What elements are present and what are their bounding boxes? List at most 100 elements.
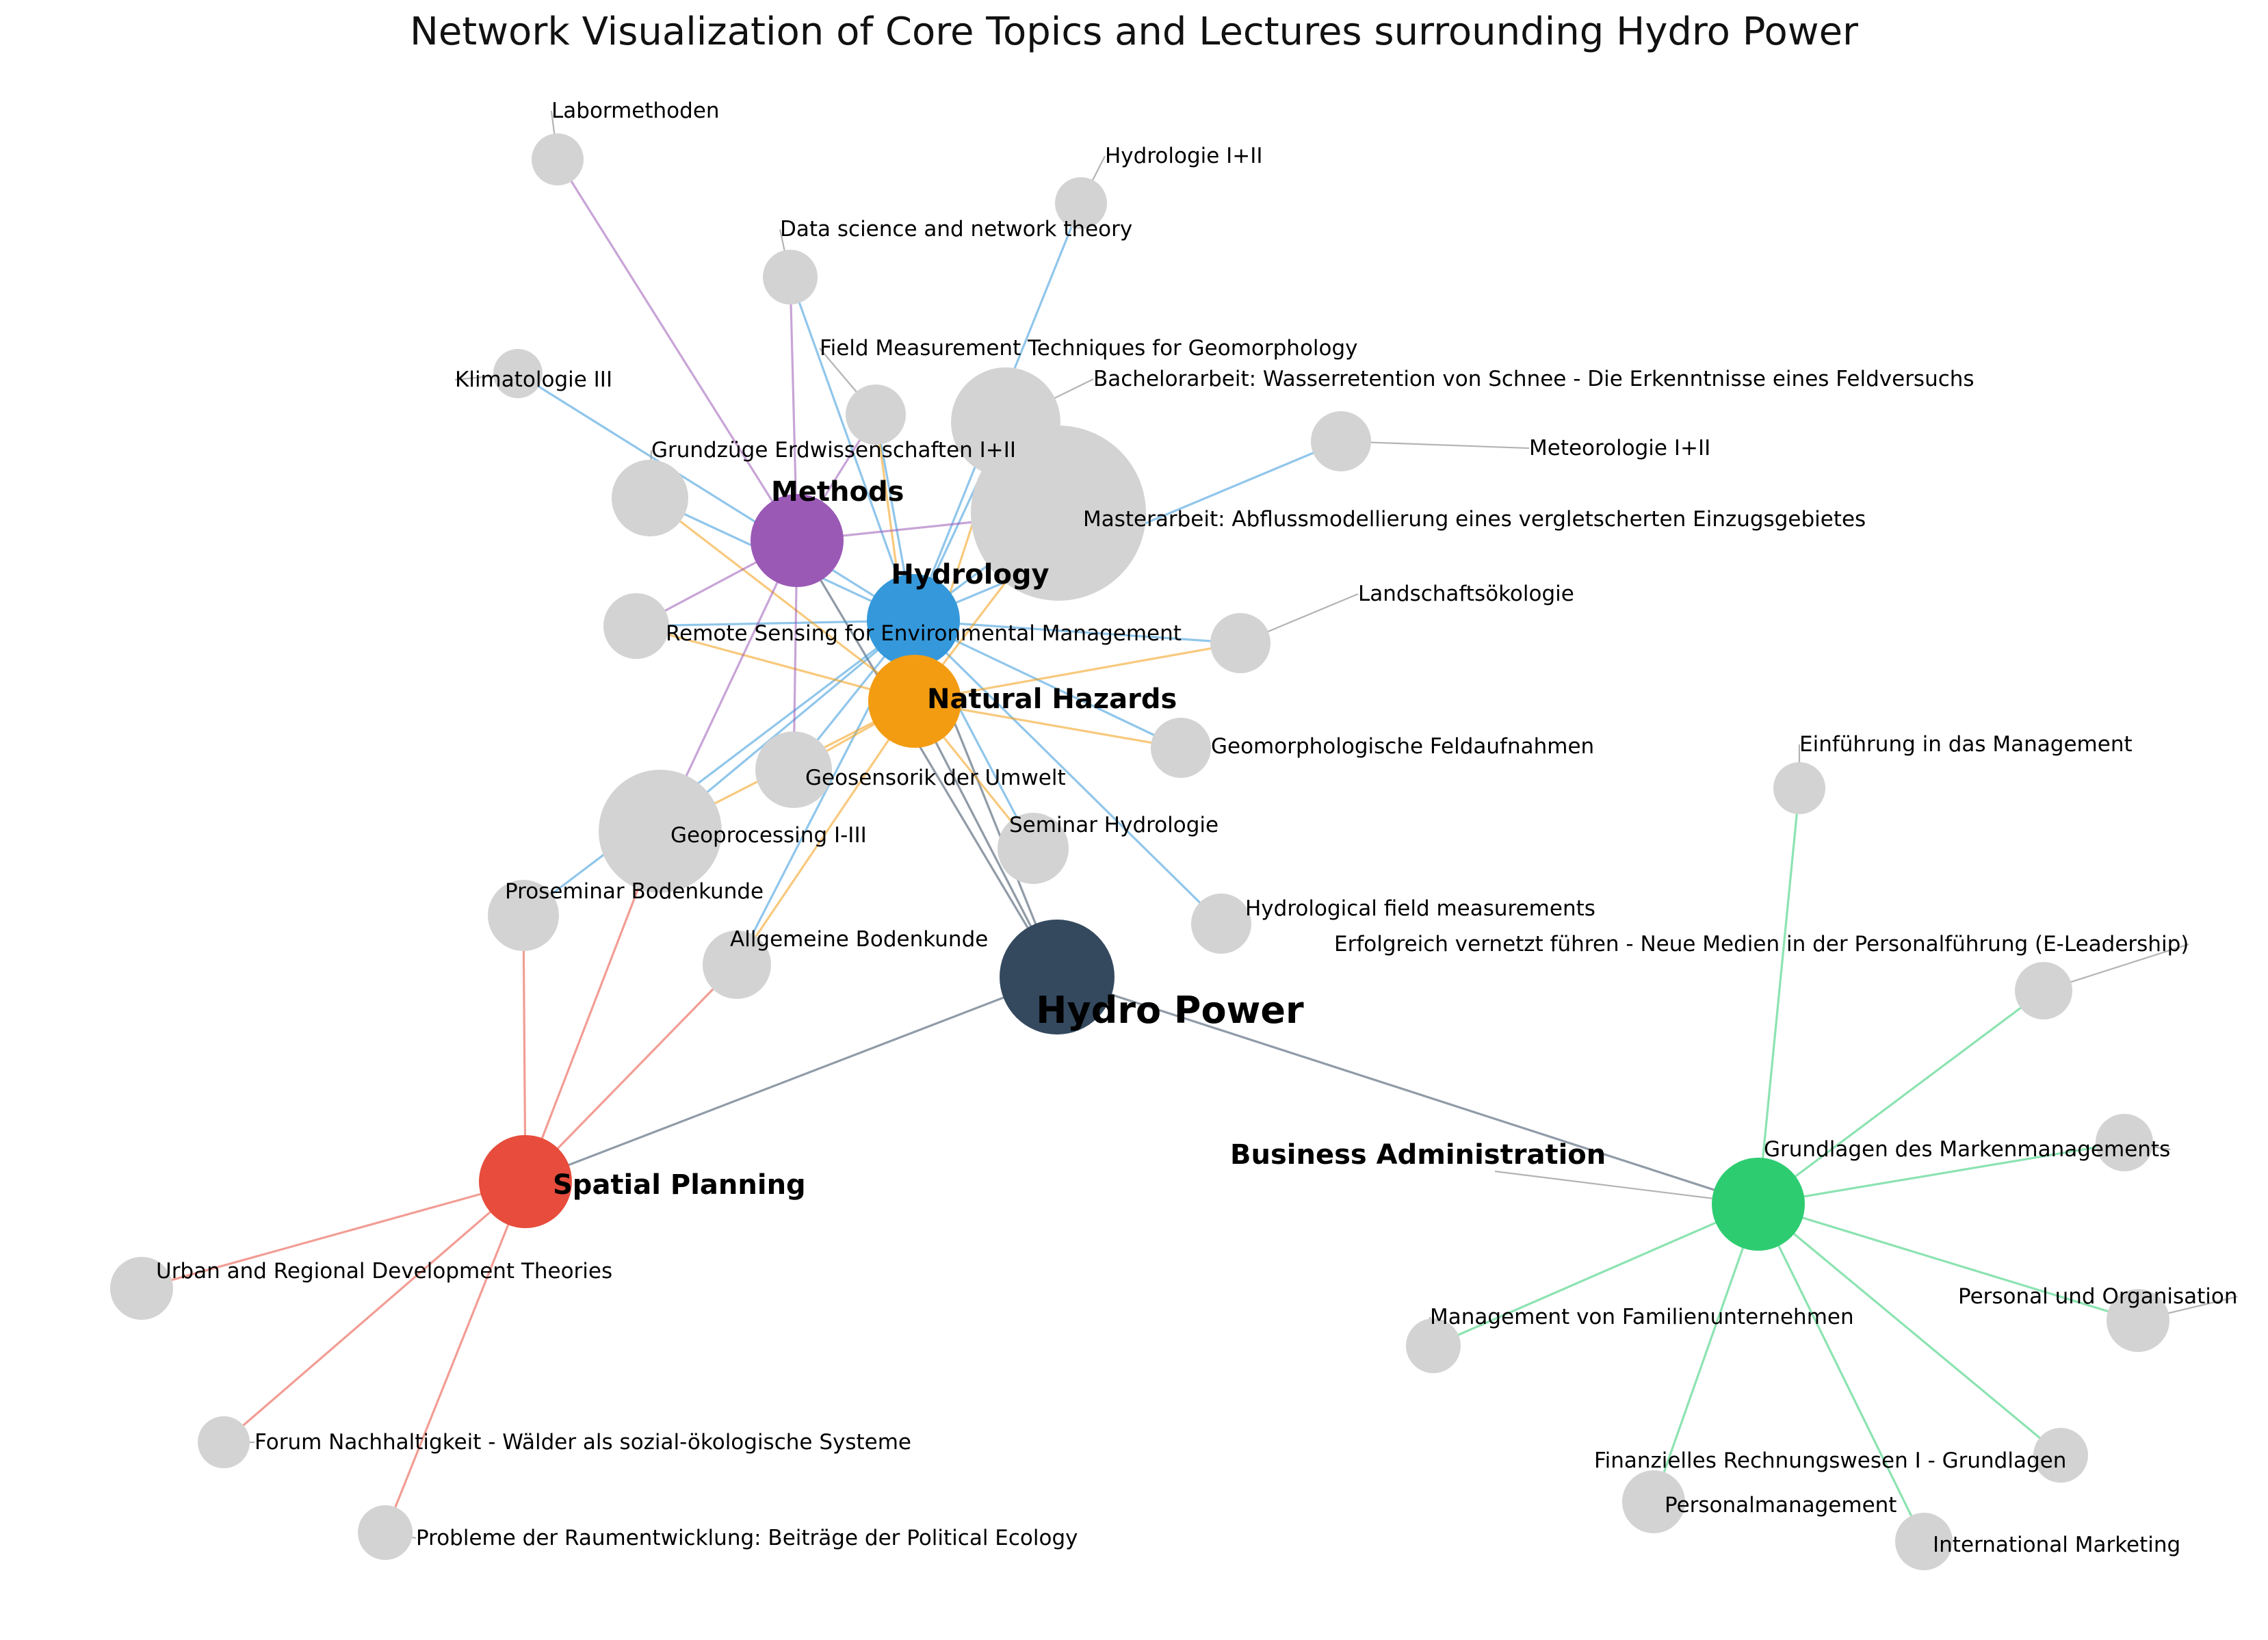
- lecture-node-dsnt[interactable]: [763, 250, 818, 304]
- lecture-node-geoproc[interactable]: [599, 770, 722, 893]
- topic-node-sp[interactable]: [479, 1135, 572, 1228]
- lecture-node-land[interactable]: [1210, 613, 1270, 673]
- topic-node-met[interactable]: [751, 494, 844, 587]
- lecture-node-klima[interactable]: [493, 349, 543, 398]
- edge-ba-perso: [1758, 1203, 2139, 1322]
- lecture-node-urban[interactable]: [110, 1257, 173, 1320]
- edge-ba-einf: [1757, 788, 1801, 1205]
- lecture-label-master: Masterarbeit: Abflussmodellierung eines …: [1083, 507, 1866, 532]
- topic-node-hyd[interactable]: [867, 574, 960, 667]
- edge-nh-rs: [636, 625, 915, 703]
- edge-hyd-prosem: [523, 619, 914, 917]
- edge-ba-intm: [1757, 1203, 1925, 1542]
- lecture-label-hyd12: Hydrologie I+II: [1105, 144, 1263, 168]
- lecture-label-marken: Grundlagen des Markenmanagements: [1764, 1137, 2170, 1162]
- edge-ba-elead: [1758, 989, 2044, 1206]
- edge-nh-gze: [649, 497, 915, 703]
- lecture-node-elead[interactable]: [2015, 962, 2072, 1019]
- edge-ba-marken: [1758, 1141, 2125, 1206]
- topic-label-nh: Natural Hazards: [927, 684, 1177, 715]
- edge-nh-allgb: [735, 701, 916, 965]
- lecture-node-forum[interactable]: [198, 1416, 250, 1468]
- lecture-node-labor[interactable]: [532, 133, 584, 185]
- lecture-node-intm[interactable]: [1895, 1513, 1953, 1570]
- topic-node-nh[interactable]: [868, 655, 961, 748]
- lecture-label-gze: Grundzüge Erdwissenschaften I+II: [651, 438, 1016, 463]
- topic-label-hyd: Hydrology: [891, 559, 1049, 590]
- lecture-node-persm[interactable]: [1622, 1470, 1685, 1533]
- labels-layer: Hydro Power Hydrology Natural Hazards Metho…: [156, 99, 2238, 1557]
- edge-hyd-hfm: [912, 619, 1223, 925]
- lecture-node-master[interactable]: [971, 426, 1146, 601]
- edge-sp-geoproc: [524, 831, 662, 1182]
- edge-sp-forum: [222, 1180, 527, 1444]
- lecture-node-fmtg[interactable]: [846, 385, 906, 445]
- lecture-node-hfm[interactable]: [1191, 894, 1251, 954]
- label-leader-meteo: [1340, 440, 1530, 450]
- lecture-node-famil[interactable]: [1406, 1318, 1461, 1373]
- lecture-label-famil: Management von Familienunternehmen: [1430, 1305, 1854, 1329]
- lecture-label-persm: Personalmanagement: [1665, 1493, 1896, 1518]
- topic-node-ba[interactable]: [1712, 1158, 1805, 1251]
- edge-ba-persm: [1652, 1203, 1760, 1502]
- edge-met-labor: [556, 159, 798, 541]
- edge-sp-allgb: [524, 963, 738, 1183]
- lecture-label-hfm: Hydrological field measurements: [1245, 896, 1595, 921]
- edge-hp-met: [796, 540, 1058, 978]
- edge-sp-urban: [141, 1180, 526, 1290]
- lecture-label-urban: Urban and Regional Development Theories: [156, 1259, 612, 1284]
- lecture-label-prosem: Proseminar Bodenkunde: [505, 879, 764, 904]
- lecture-label-labor: Labormethoden: [551, 99, 720, 123]
- topic-label-ba: Business Administration: [1230, 1139, 1606, 1171]
- lecture-label-geosens: Geosensorik der Umwelt: [805, 766, 1066, 790]
- edge-hp-ba: [1056, 976, 1759, 1206]
- lecture-node-geomf[interactable]: [1151, 718, 1211, 778]
- edge-hyd-geomf: [913, 619, 1182, 749]
- lecture-label-allgb: Allgemeine Bodenkunde: [730, 927, 988, 952]
- lecture-node-hyd12[interactable]: [1055, 177, 1107, 229]
- lecture-label-land: Landschaftsökologie: [1358, 582, 1574, 606]
- lecture-label-finanz: Finanzielles Rechnungswesen I - Grundlag…: [1594, 1448, 2066, 1473]
- lecture-label-elead: Erfolgreich vernetzt führen - Neue Medie…: [1334, 932, 2189, 956]
- lecture-node-finanz[interactable]: [2033, 1428, 2088, 1483]
- edge-sp-probl: [384, 1181, 527, 1533]
- lecture-label-bach: Bachelorarbeit: Wasserretention von Schn…: [1093, 367, 1974, 391]
- lecture-node-meteo[interactable]: [1311, 411, 1371, 471]
- lecture-label-fmtg: Field Measurement Techniques for Geomorp…: [820, 336, 1358, 361]
- lecture-label-forum: Forum Nachhaltigkeit - Wälder als sozial…: [255, 1430, 911, 1455]
- lecture-label-klima: Klimatologie III: [455, 367, 612, 392]
- topic-label-hp: Hydro Power: [1036, 989, 1304, 1032]
- lecture-label-geomf: Geomorphologische Feldaufnahmen: [1211, 734, 1594, 759]
- lecture-label-semhyd: Seminar Hydrologie: [1009, 813, 1218, 837]
- lecture-label-einf: Einführung in das Management: [1799, 732, 2133, 757]
- lecture-label-dsnt: Data science and network theory: [780, 217, 1132, 242]
- lecture-node-prosem[interactable]: [488, 880, 559, 951]
- edge-hp-sp: [525, 976, 1058, 1183]
- lecture-node-probl[interactable]: [358, 1505, 413, 1560]
- nodes-layer: [110, 133, 2169, 1570]
- lecture-label-intm: International Marketing: [1933, 1533, 2180, 1557]
- edge-hyd-land: [913, 619, 1241, 645]
- topic-label-sp: Spatial Planning: [553, 1169, 806, 1201]
- lecture-node-einf[interactable]: [1773, 762, 1825, 814]
- edge-hyd-klima: [517, 372, 914, 622]
- lecture-label-rs: Remote Sensing for Environmental Managem…: [666, 621, 1182, 646]
- lecture-node-semhyd[interactable]: [998, 813, 1069, 884]
- topic-label-met: Methods: [771, 476, 904, 508]
- lecture-node-gze[interactable]: [612, 460, 688, 536]
- chart-title: Network Visualization of Core Topics and…: [409, 10, 1859, 54]
- topic-node-hp[interactable]: [1000, 920, 1115, 1034]
- lecture-node-rs[interactable]: [603, 593, 669, 659]
- lecture-label-geoproc: Geoprocessing I-III: [670, 823, 867, 848]
- lecture-label-meteo: Meteorologie I+II: [1529, 436, 1710, 460]
- edge-hyd-dsnt: [789, 276, 915, 621]
- lecture-node-geosens[interactable]: [755, 731, 832, 808]
- edge-ba-famil: [1433, 1203, 1759, 1347]
- lecture-node-marken[interactable]: [2096, 1114, 2153, 1171]
- edge-ba-finanz: [1757, 1203, 2062, 1457]
- lecture-node-perso[interactable]: [2107, 1289, 2169, 1352]
- lecture-label-probl: Probleme der Raumentwicklung: Beiträge d…: [416, 1526, 1078, 1550]
- lecture-node-allgb[interactable]: [703, 930, 771, 999]
- edge-nh-land: [914, 642, 1241, 703]
